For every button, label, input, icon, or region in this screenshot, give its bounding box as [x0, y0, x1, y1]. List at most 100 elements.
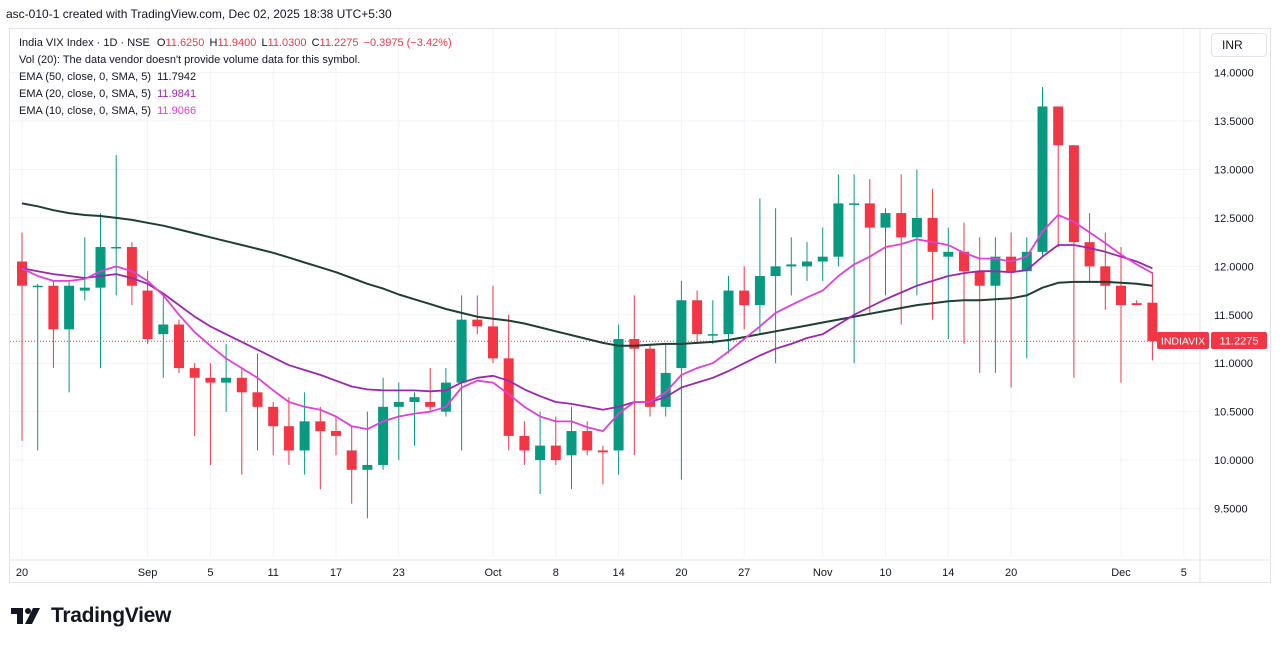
candle-down	[17, 232, 27, 441]
candle-up	[880, 208, 891, 296]
candle-body	[833, 203, 844, 257]
legend-symbol-row[interactable]: India VIX Index · 1D · NSE O11.6250 H11.…	[19, 35, 452, 52]
legend-ema10-label: EMA (10, close, 0, SMA, 5)	[19, 105, 152, 117]
legend-ema50-row[interactable]: EMA (50, close, 0, SMA, 5) 11.7942	[19, 69, 452, 86]
candle-body	[126, 246, 137, 286]
candle-body	[362, 464, 373, 470]
candle-down	[550, 416, 561, 465]
candle-down	[896, 174, 907, 325]
y-tick-label: 11.5000	[1214, 310, 1253, 322]
x-tick-label: 11	[267, 567, 278, 579]
candle-up	[802, 242, 812, 281]
candle-body	[550, 445, 561, 461]
candle-body	[1021, 251, 1032, 272]
candle-up	[32, 283, 43, 451]
candle-up	[817, 227, 828, 281]
candle-body	[64, 285, 75, 330]
chart-frame	[9, 28, 1271, 583]
ema10-line	[21, 214, 1153, 433]
candle-body	[331, 431, 341, 436]
candle-up	[64, 280, 75, 393]
legend-volume-row[interactable]: Vol (20): The data vendor doesn't provid…	[19, 54, 361, 66]
legend-close-label: C	[311, 37, 320, 49]
candle-body	[582, 431, 593, 451]
candle-body	[1084, 242, 1095, 267]
candle-down	[597, 445, 608, 485]
candle-up	[299, 392, 310, 475]
y-tick-label: 13.0000	[1214, 164, 1254, 176]
candle-up	[409, 392, 420, 446]
candle-body	[1006, 256, 1017, 272]
price-tag: INDIAVIX 11.2275	[1157, 332, 1267, 349]
legend-ema10-row[interactable]: EMA (10, close, 0, SMA, 5) 11.9066	[19, 103, 452, 120]
x-tick-label: Dec	[1111, 567, 1131, 579]
candle-body	[645, 348, 655, 407]
candle-body	[1131, 303, 1142, 306]
candle-down	[472, 295, 483, 335]
candle-down	[1006, 232, 1017, 388]
candle-down	[315, 406, 326, 490]
candle-body	[802, 261, 812, 267]
candle-down	[126, 242, 137, 306]
candle-body	[236, 377, 247, 393]
candle-down	[488, 285, 498, 364]
currency-button[interactable]: INR	[1211, 33, 1267, 57]
chart-header-title: asc-010-1 created with TradingView.com, …	[6, 7, 392, 21]
legend-high-label: H	[209, 37, 218, 49]
candle-body	[880, 213, 891, 228]
candle-down	[252, 353, 263, 451]
candle-body	[535, 445, 546, 461]
candle-up	[378, 377, 389, 470]
candle-down	[268, 401, 279, 456]
x-tick-label: Nov	[813, 567, 833, 579]
tradingview-logo-text: TradingView	[51, 604, 172, 627]
candle-body	[692, 300, 703, 335]
candle-body	[943, 251, 954, 257]
x-tick-label: 5	[207, 567, 213, 579]
price-tag-value: 11.2275	[1220, 336, 1259, 348]
legend-change: −0.3975 (−3.42%)	[363, 37, 452, 49]
candle-body	[959, 251, 969, 272]
legend-ema50-value: 11.7942	[157, 71, 197, 83]
price-tag-value-bg	[1211, 332, 1267, 349]
candle-body	[629, 339, 640, 349]
candle-body	[613, 339, 624, 451]
x-tick-label: 23	[393, 567, 405, 579]
candle-up	[754, 198, 765, 335]
y-tick-label: 11.0000	[1214, 358, 1253, 370]
legend-ema20-label: EMA (20, close, 0, SMA, 5)	[19, 88, 152, 100]
candle-down	[645, 343, 655, 417]
x-tick-label: 14	[942, 567, 954, 579]
candle-body	[739, 290, 750, 306]
candle-up	[707, 300, 718, 344]
candle-up	[849, 174, 860, 364]
tradingview-logo[interactable]: TradingView	[11, 601, 171, 631]
candle-up	[95, 213, 106, 369]
candle-down	[1147, 272, 1158, 361]
candle-body	[660, 372, 671, 407]
x-tick-label: 14	[612, 567, 624, 579]
candle-body	[1147, 302, 1158, 342]
legend-low: 11.0300	[267, 37, 307, 49]
candle-down	[519, 421, 530, 465]
y-tick-label: 12.0000	[1214, 261, 1254, 273]
price-axis: 9.5000 10.0000 10.5000 11.0000 11.5000 12.000…	[1199, 29, 1254, 582]
x-tick-label: 10	[879, 567, 891, 579]
candle-up	[786, 237, 797, 296]
candle-down	[1053, 106, 1064, 247]
x-tick-label: 20	[1005, 567, 1017, 579]
candle-down	[629, 295, 640, 456]
x-tick-label: 5	[1181, 567, 1187, 579]
legend-ema20-row[interactable]: EMA (20, close, 0, SMA, 5) 11.9841	[19, 86, 452, 103]
candle-body	[911, 217, 922, 238]
candle-body	[1037, 106, 1048, 252]
candle-body	[723, 290, 734, 335]
candle-down	[927, 188, 938, 320]
candle-body	[770, 266, 781, 277]
candle-body	[597, 450, 608, 453]
candle-body	[676, 300, 687, 369]
candle-body	[456, 319, 467, 383]
candle-up	[440, 368, 451, 417]
legend-open-label: O	[156, 37, 166, 49]
